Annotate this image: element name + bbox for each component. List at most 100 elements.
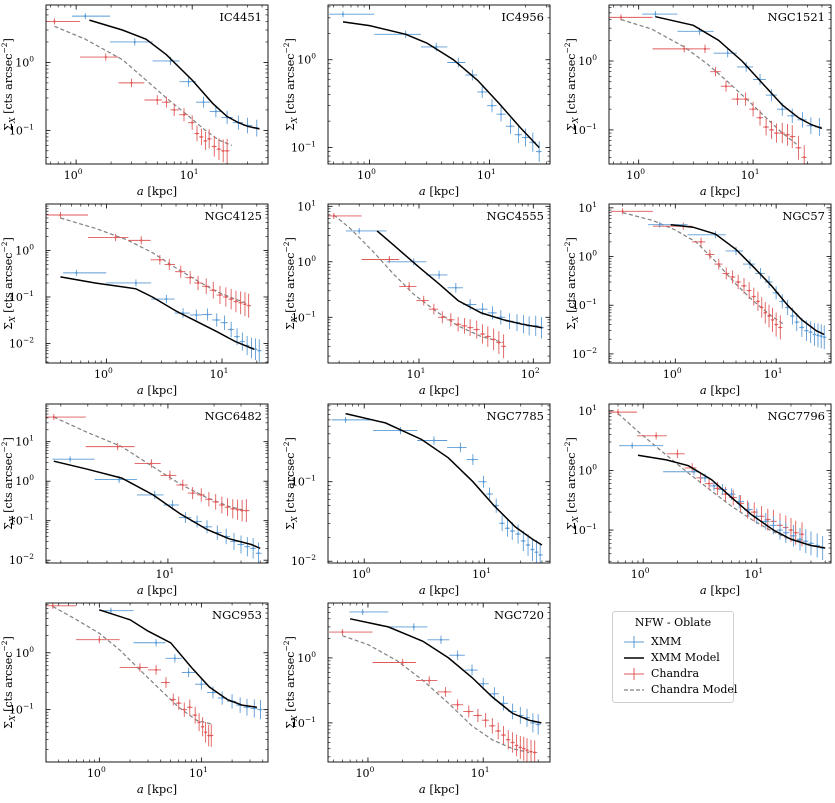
data-marker: [522, 747, 525, 750]
data-marker: [457, 323, 460, 326]
chandra-point: [128, 236, 151, 245]
chandra-point: [218, 496, 225, 514]
xmm-model-line: [89, 19, 260, 130]
data-marker: [758, 116, 762, 119]
xmm-point: [388, 623, 428, 631]
x-axis-var: a: [137, 583, 148, 597]
data-marker: [213, 145, 216, 148]
chandra-point: [479, 324, 486, 344]
data-marker: [631, 444, 634, 447]
tick-exponent: 1: [485, 765, 490, 774]
data-marker: [158, 258, 161, 261]
panel-ngc6482: 101 10−2 1 0 −1 100 101 NGC6482 a [kpc] ΣX [cts a…: [0, 403, 269, 597]
xmm-point: [244, 537, 251, 557]
chandra-point: [88, 233, 129, 242]
minor-ticks: [328, 5, 550, 164]
xmm-point: [212, 313, 221, 327]
data-marker: [475, 328, 478, 331]
data-marker: [755, 515, 758, 518]
data-marker: [742, 284, 746, 287]
y-axis-subscript: X: [290, 316, 299, 323]
xmm-point: [816, 323, 820, 348]
y-axis-label: ΣX [cts arcsec−2]: [0, 636, 17, 729]
x-tick-label: 101: [407, 366, 426, 381]
xmm-model-line: [655, 15, 823, 130]
chandra-point: [244, 499, 250, 523]
data-marker: [476, 714, 480, 717]
xmm-point: [477, 85, 488, 98]
data-marker: [506, 527, 509, 530]
chandra-point: [454, 317, 462, 332]
data-marker: [195, 520, 199, 523]
xmm-point: [782, 522, 790, 543]
y-tick-label: 10−2: [9, 335, 34, 350]
data-layer: [331, 412, 543, 563]
x-tick-label: 101: [189, 765, 208, 780]
xmm-point: [505, 118, 515, 135]
data-marker: [435, 45, 438, 49]
data-marker: [654, 12, 657, 16]
chandra-point: [372, 658, 416, 667]
chandra-point: [119, 663, 149, 672]
x-axis-var: a: [700, 184, 711, 198]
x-axis-label: a [kpc]: [137, 583, 177, 597]
y-axis-label: ΣX [cts arcsec−2]: [282, 38, 299, 131]
x-axis-label: a [kpc]: [419, 782, 459, 796]
axes-frame: [45, 4, 269, 165]
xmm-model-line: [99, 609, 258, 709]
tick-exponent: 0: [101, 765, 106, 774]
data-marker: [481, 308, 484, 311]
data-marker: [784, 531, 787, 534]
data-marker: [779, 326, 782, 329]
xmm-point: [796, 527, 803, 551]
y-axis-label: ΣX [cts arcsec−2]: [563, 38, 580, 131]
chandra-point: [416, 295, 429, 306]
y-tick-label: 100: [15, 54, 34, 69]
chandra-point: [235, 499, 240, 520]
chandra-point: [46, 603, 77, 609]
chandra-point: [510, 732, 515, 753]
chandra-point: [230, 499, 236, 519]
panel-title: NGC1521: [768, 10, 825, 24]
tick-exponent: 0: [311, 650, 316, 659]
data-marker: [169, 59, 172, 63]
data-marker: [75, 271, 78, 274]
data-marker: [800, 326, 803, 329]
panel-title: NGC7796: [768, 409, 825, 423]
xmm-point: [257, 700, 263, 720]
data-marker: [204, 731, 207, 734]
chandra-point: [175, 696, 182, 710]
chandra-point: [759, 297, 764, 318]
xmm-point: [346, 227, 387, 234]
chandra-point: [202, 278, 210, 295]
chandra-model-line: [342, 635, 530, 754]
xmm-point: [515, 524, 521, 544]
xmm-point: [447, 282, 463, 293]
tick-exponent: 0: [29, 54, 34, 63]
data-marker: [511, 741, 514, 744]
chandra-point: [731, 93, 742, 106]
data-marker: [526, 543, 530, 547]
data-marker: [493, 692, 496, 695]
data-marker: [189, 276, 192, 279]
y-axis-symbol: Σ: [284, 721, 297, 729]
minor-ticks: [46, 404, 268, 563]
chandra-point: [169, 693, 176, 706]
xmm-point: [487, 99, 497, 113]
data-marker: [795, 320, 798, 324]
chandra-point: [242, 292, 247, 317]
xmm-point: [250, 699, 258, 718]
data-layer: [46, 414, 262, 563]
chandra-point: [789, 125, 796, 148]
data-marker: [222, 149, 225, 152]
data-marker: [737, 280, 740, 284]
y-tick-label: 100: [578, 249, 597, 264]
data-marker: [241, 509, 244, 512]
data-marker: [751, 108, 755, 111]
data-marker: [401, 661, 404, 664]
data-marker: [341, 13, 345, 16]
data-marker: [525, 749, 529, 752]
xmm-model-line: [345, 412, 543, 546]
x-axis-label: a [kpc]: [700, 184, 740, 198]
data-layer: [329, 11, 542, 162]
